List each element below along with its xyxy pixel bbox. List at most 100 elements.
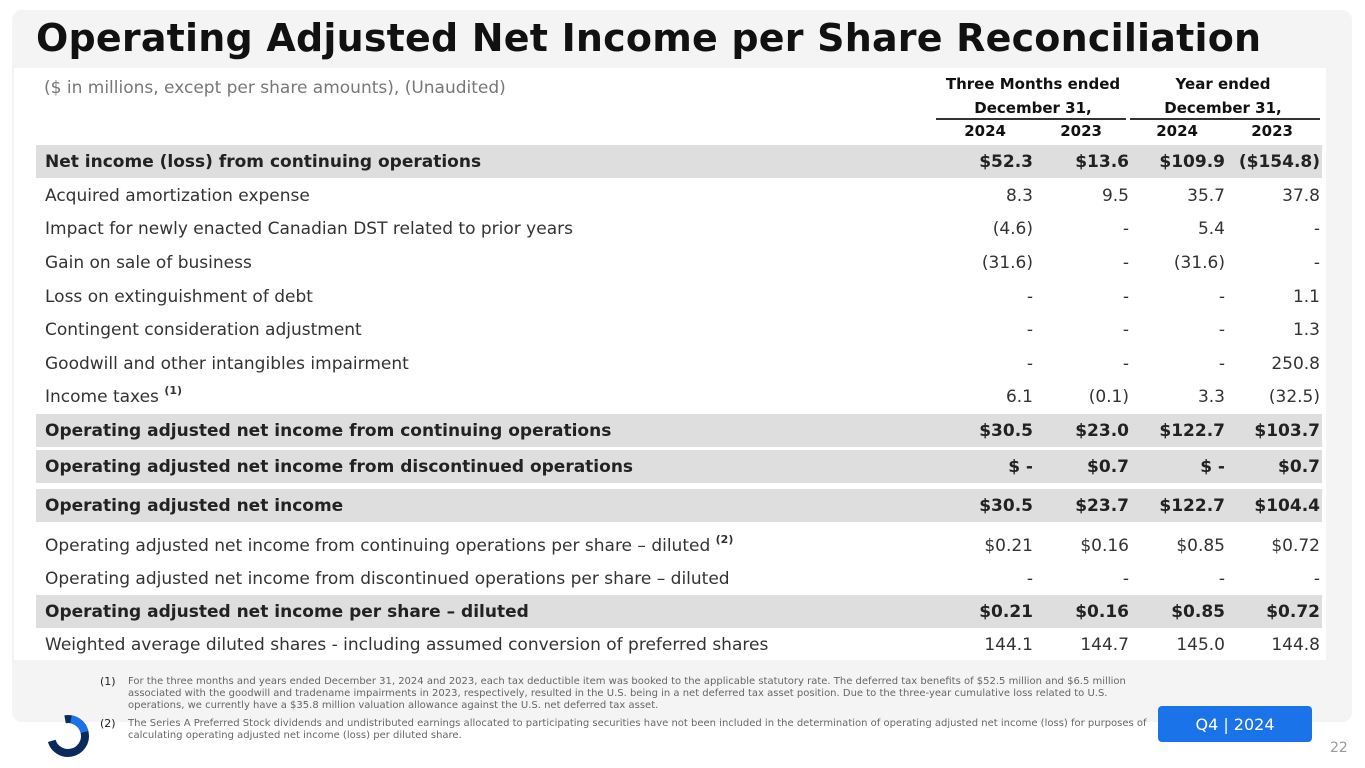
page-number: 22 (1330, 740, 1348, 756)
company-logo (47, 715, 89, 757)
table-subtitle: ($ in millions, except per share amounts… (44, 78, 506, 98)
row-label-text: Net income (loss) from continuing operat… (45, 151, 482, 172)
row-label: Operating adjusted net income (45, 496, 343, 516)
row-value: (31.6) (1173, 252, 1225, 273)
row-value: - (1026, 286, 1033, 307)
table-row: Loss on extinguishment of debt - - - 1.1 (36, 280, 1322, 313)
row-value: 35.7 (1187, 185, 1225, 206)
group-header-line1: Three Months ended (945, 75, 1121, 93)
row-label-text: Contingent consideration adjustment (45, 319, 362, 340)
row-label: Weighted average diluted shares - includ… (45, 635, 768, 655)
row-label: Impact for newly enacted Canadian DST re… (45, 219, 573, 239)
row-value: ($154.8) (1238, 151, 1320, 172)
table-row: Operating adjusted net income from conti… (36, 529, 1322, 562)
row-label: Contingent consideration adjustment (45, 320, 362, 340)
row-value: - (1122, 218, 1129, 239)
row-label-text: Operating adjusted net income from conti… (45, 535, 711, 556)
row-label: Operating adjusted net income from disco… (45, 457, 633, 477)
row-label: Goodwill and other intangibles impairmen… (45, 354, 409, 374)
row-value: $0.21 (984, 535, 1033, 556)
row-label-text: Operating adjusted net income from conti… (45, 420, 612, 441)
group-header-line2: December 31, (974, 99, 1092, 117)
row-label-text: Operating adjusted net income per share … (45, 601, 529, 622)
row-label-text: Operating adjusted net income from disco… (45, 456, 634, 477)
row-value: $ - (1200, 456, 1225, 477)
row-value: $13.6 (1075, 151, 1129, 172)
row-value: - (1313, 568, 1320, 589)
table-row: Contingent consideration adjustment - - - 1.… (36, 313, 1322, 346)
period-badge: Q4 | 2024 (1158, 706, 1312, 742)
row-value: 37.8 (1282, 185, 1320, 206)
year-header: 2023 (1060, 122, 1102, 140)
row-value: - (1122, 353, 1129, 374)
slide-title: Operating Adjusted Net Income per Share … (36, 16, 1262, 60)
row-value: 9.5 (1101, 185, 1129, 206)
row-value: - (1218, 286, 1225, 307)
group-underline-three-months (936, 118, 1126, 120)
group-header-line1: Year ended (1175, 75, 1271, 93)
row-label: Operating adjusted net income from conti… (45, 532, 734, 556)
table-row: Impact for newly enacted Canadian DST re… (36, 212, 1322, 245)
footnote-ref: (1) (164, 383, 183, 397)
row-value: $52.3 (979, 151, 1033, 172)
row-value: 1.3 (1292, 319, 1320, 340)
table-row: Operating adjusted net income from disco… (36, 562, 1322, 595)
table-row: Goodwill and other intangibles impairmen… (36, 347, 1322, 380)
row-value: 6.1 (1005, 386, 1033, 407)
row-value: (32.5) (1268, 386, 1320, 407)
row-value: - (1122, 286, 1129, 307)
table-row: Net income (loss) from continuing operat… (36, 145, 1322, 178)
row-value: $122.7 (1159, 495, 1225, 516)
row-label: Operating adjusted net income from disco… (45, 569, 730, 589)
row-value: - (1026, 353, 1033, 374)
row-value: 144.8 (1271, 634, 1320, 655)
footnote-text: The Series A Preferred Stock dividends a… (128, 718, 1147, 741)
row-value: $0.72 (1271, 535, 1320, 556)
table-row: Weighted average diluted shares - includ… (36, 628, 1322, 661)
row-value: $109.9 (1159, 151, 1225, 172)
row-value: $23.7 (1075, 495, 1129, 516)
year-header: 2024 (964, 122, 1006, 140)
row-label-text: Goodwill and other intangibles impairmen… (45, 353, 409, 374)
row-label-text: Operating adjusted net income from disco… (45, 568, 730, 589)
row-label-text: Acquired amortization expense (45, 185, 310, 206)
row-label-text: Weighted average diluted shares - includ… (45, 634, 769, 655)
row-label: Income taxes (1) (45, 383, 183, 407)
row-value: $0.21 (979, 601, 1033, 622)
table-row: Operating adjusted net income per share … (36, 595, 1322, 628)
table-row: Operating adjusted net income $30.5 $23.7 $… (36, 489, 1322, 522)
row-value: - (1122, 252, 1129, 273)
row-label: Gain on sale of business (45, 253, 252, 273)
row-value: $122.7 (1159, 420, 1225, 441)
group-header-three-months: Three Months ended December 31, (928, 72, 1138, 120)
row-value: 5.4 (1197, 218, 1225, 239)
row-value: $104.4 (1254, 495, 1320, 516)
row-value: - (1122, 319, 1129, 340)
table-row: Gain on sale of business (31.6) - (31.6) - (36, 246, 1322, 279)
row-value: 250.8 (1271, 353, 1320, 374)
row-value: - (1218, 568, 1225, 589)
table-row: Operating adjusted net income from conti… (36, 414, 1322, 447)
group-header-year: Year ended December 31, (1128, 72, 1318, 120)
row-value: - (1218, 353, 1225, 374)
row-value: - (1313, 218, 1320, 239)
footnote-text: For the three months and years ended Dec… (128, 676, 1126, 711)
row-value: (0.1) (1088, 386, 1129, 407)
row-value: 144.1 (984, 634, 1033, 655)
row-value: - (1026, 319, 1033, 340)
row-value: $103.7 (1254, 420, 1320, 441)
year-header: 2023 (1251, 122, 1293, 140)
row-label-text: Impact for newly enacted Canadian DST re… (45, 218, 573, 239)
row-value: $ - (1008, 456, 1033, 477)
footnote-ref: (2) (715, 532, 734, 546)
row-value: - (1122, 568, 1129, 589)
row-value: - (1026, 568, 1033, 589)
row-value: $0.72 (1266, 601, 1320, 622)
row-value: $0.7 (1087, 456, 1129, 477)
row-value: $30.5 (979, 495, 1033, 516)
row-value: 1.1 (1292, 286, 1320, 307)
row-label-text: Gain on sale of business (45, 252, 252, 273)
row-label-text: Loss on extinguishment of debt (45, 286, 313, 307)
row-label: Operating adjusted net income from conti… (45, 421, 611, 441)
row-label: Net income (loss) from continuing operat… (45, 152, 481, 172)
